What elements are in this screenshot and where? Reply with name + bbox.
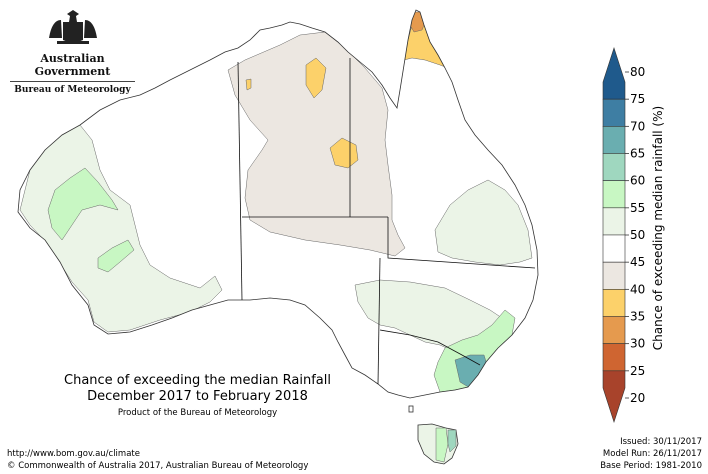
legend-tick-label-50: 50: [630, 228, 645, 242]
tasmania-east-55: [435, 427, 449, 463]
legend-swatch-65-70: [602, 126, 626, 154]
legend-tick-label-70: 70: [630, 119, 645, 133]
border-sa-qld-nsw: [387, 217, 536, 269]
legend-tick-label-30: 30: [630, 337, 645, 351]
region-north-west-40: [305, 57, 327, 99]
issued-date: Issued: 30/11/2017: [620, 437, 702, 447]
legend-tick-label-65: 65: [630, 147, 645, 161]
base-period: Base Period: 1981-2010: [600, 461, 702, 471]
legend-swatch-75-80: [602, 47, 626, 100]
government-name: Australian Government: [34, 52, 111, 78]
legend-swatch-45-50: [602, 234, 626, 263]
legend-tick-label-60: 60: [630, 174, 645, 188]
border-wa: [237, 61, 243, 301]
legend-tick-label-25: 25: [630, 364, 645, 378]
model-run-date: Model Run: 26/11/2017: [602, 449, 702, 459]
border-sa-vic: [377, 257, 381, 385]
legend-title: Chance of exceeding median rainfall (%): [651, 105, 665, 351]
legend-tick-label-35: 35: [630, 310, 645, 324]
legend-tick-label-45: 45: [630, 255, 645, 269]
mainland-coastline: [17, 9, 539, 399]
legend-swatch-55-60: [602, 180, 626, 209]
legend-tick-label-80: 80: [630, 65, 645, 79]
region-west-inland-55: [97, 239, 135, 273]
kangaroo-island: [408, 405, 414, 413]
legend-swatch-50-55: [602, 207, 626, 236]
coat-of-arms-icon: [48, 10, 97, 44]
footer-right: Issued: 30/11/2017 Model Run: 26/11/2017…: [600, 436, 702, 472]
legend-swatch-30-35: [602, 316, 626, 344]
border-vic-nsw: [379, 329, 481, 366]
source-url[interactable]: http://www.bom.gov.au/climate: [7, 449, 140, 459]
region-kimberley-40: [245, 78, 252, 91]
region-cape-york-35: [409, 11, 425, 33]
region-west-coast-55: [47, 167, 119, 241]
tasmania-east-60: [447, 429, 457, 453]
legend-tick-label-40: 40: [630, 282, 645, 296]
legend-swatch-35-40: [602, 289, 626, 317]
bom-logo: Australian Government Bureau of Meteorol…: [10, 8, 135, 95]
legend-swatch-70-75: [602, 98, 626, 127]
legend-tick-label-20: 20: [630, 391, 645, 405]
agency-name: Bureau of Meteorology: [10, 81, 135, 95]
map-period: December 2017 to February 2018: [87, 389, 308, 404]
copyright-text: © Commonwealth of Australia 2017, Austra…: [7, 461, 309, 471]
legend-swatch-60-65: [602, 153, 626, 181]
footer-left: http://www.bom.gov.au/climate © Commonwe…: [7, 448, 308, 472]
legend-tick-label-75: 75: [630, 92, 645, 106]
map-product-credit: Product of the Bureau of Meteorology: [117, 408, 278, 418]
legend-swatch-25-30: [602, 343, 626, 372]
legend-swatch-40-45: [602, 261, 626, 290]
map-title: Chance of exceeding the median Rainfall: [64, 373, 331, 388]
legend-tick-label-55: 55: [630, 201, 645, 215]
legend-swatch-20-25: [602, 370, 626, 423]
region-queensland-above-median: [434, 179, 533, 266]
map-title-block: Chance of exceeding the median Rainfall …: [30, 373, 365, 418]
region-north-center-40: [329, 137, 359, 169]
